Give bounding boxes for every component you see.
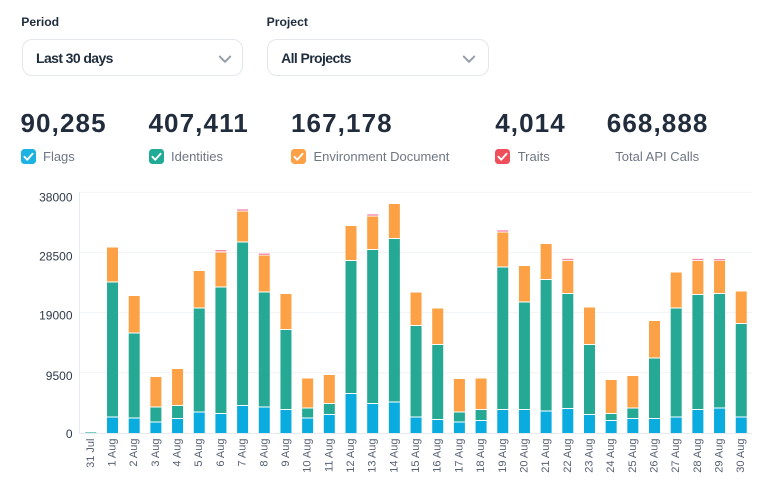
svg-text:13 Aug: 13 Aug <box>367 439 379 473</box>
svg-text:11 Aug: 11 Aug <box>323 439 335 472</box>
svg-text:7 Aug: 7 Aug <box>237 439 249 467</box>
svg-text:1 Aug: 1 Aug <box>107 439 119 467</box>
svg-text:16 Aug: 16 Aug <box>432 439 444 473</box>
svg-text:29 Aug: 29 Aug <box>714 439 726 473</box>
svg-text:31 Jul: 31 Jul <box>85 439 97 468</box>
svg-text:17 Aug: 17 Aug <box>453 439 465 473</box>
svg-text:0: 0 <box>66 427 73 441</box>
svg-text:22 Aug: 22 Aug <box>562 439 574 473</box>
svg-text:28500: 28500 <box>39 249 73 263</box>
svg-text:30 Aug: 30 Aug <box>735 439 747 473</box>
svg-text:21 Aug: 21 Aug <box>540 439 552 473</box>
svg-text:6 Aug: 6 Aug <box>215 439 227 467</box>
svg-text:27 Aug: 27 Aug <box>670 439 682 473</box>
svg-text:10 Aug: 10 Aug <box>302 439 314 473</box>
svg-text:4 Aug: 4 Aug <box>172 439 184 467</box>
svg-text:26 Aug: 26 Aug <box>649 439 661 473</box>
svg-text:23 Aug: 23 Aug <box>583 439 595 473</box>
svg-text:12 Aug: 12 Aug <box>345 439 357 473</box>
svg-text:28 Aug: 28 Aug <box>692 439 704 473</box>
svg-text:3 Aug: 3 Aug <box>150 439 162 467</box>
svg-text:20 Aug: 20 Aug <box>518 439 530 473</box>
svg-text:5 Aug: 5 Aug <box>193 439 205 467</box>
svg-text:38000: 38000 <box>39 190 73 204</box>
svg-text:9500: 9500 <box>46 369 73 383</box>
svg-text:14 Aug: 14 Aug <box>388 439 400 473</box>
svg-text:19000: 19000 <box>39 309 73 323</box>
svg-text:18 Aug: 18 Aug <box>475 438 487 472</box>
svg-text:2 Aug: 2 Aug <box>128 439 140 467</box>
svg-text:19 Aug: 19 Aug <box>497 439 509 473</box>
svg-text:8 Aug: 8 Aug <box>258 439 270 467</box>
svg-text:25 Aug: 25 Aug <box>627 439 639 473</box>
svg-text:24 Aug: 24 Aug <box>605 439 617 473</box>
svg-text:9 Aug: 9 Aug <box>280 439 292 467</box>
svg-text:15 Aug: 15 Aug <box>410 439 422 473</box>
